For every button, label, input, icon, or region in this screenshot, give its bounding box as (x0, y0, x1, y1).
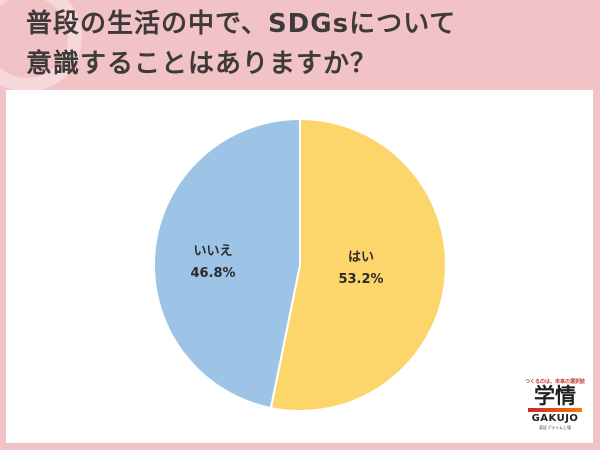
logo-tagline: つくるのは、未来の選択肢 (525, 379, 585, 385)
slice-label-yes-value: 53.2% (338, 272, 384, 287)
pie-slice-no (152, 117, 301, 410)
slice-label-yes: はい 53.2% (321, 247, 401, 291)
slice-label-yes-name: はい (347, 250, 374, 265)
page-title: 普段の生活の中で、SDGsについて 意識することはありますか？ (26, 4, 586, 84)
title-line-1: 普段の生活の中で、SDGsについて (26, 9, 457, 39)
logo-bar (528, 408, 582, 412)
title-line-2: 意識することはありますか？ (26, 49, 378, 79)
slice-label-no-name: いいえ (193, 244, 233, 259)
slice-label-no: いいえ 46.8% (173, 241, 253, 285)
slice-label-no-value: 46.8% (190, 266, 236, 281)
logo-sub: 東証プライム上場 (539, 425, 571, 430)
logo-kanji: 学情 (534, 384, 576, 408)
logo-english: GAKUJO (531, 413, 579, 424)
pie-slice-yes (269, 117, 447, 412)
gakujo-logo: つくるのは、未来の選択肢 学情 GAKUJO 東証プライム上場 (522, 378, 588, 431)
